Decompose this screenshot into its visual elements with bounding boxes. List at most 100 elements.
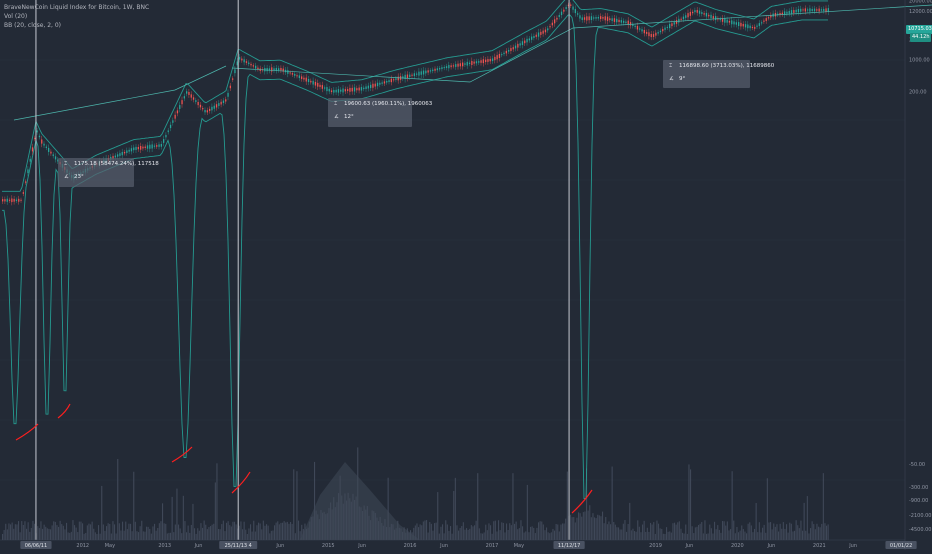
candle-body (379, 82, 381, 85)
volume-bar (642, 524, 644, 540)
candle-body (406, 74, 409, 79)
volume-bar (174, 524, 176, 540)
candle-body (462, 62, 464, 67)
candle-body (432, 69, 434, 72)
candle-body (742, 23, 744, 27)
candle-body (756, 25, 758, 27)
candle-body (190, 94, 192, 98)
volume-bar (93, 528, 95, 540)
legend-bollinger: BB (20, close, 2, 0) (4, 22, 61, 29)
volume-bar (78, 521, 80, 540)
candle-body (441, 67, 443, 70)
candle-body (367, 85, 369, 89)
volume-bar (595, 518, 597, 540)
volume-bar (166, 533, 168, 540)
candle-body (328, 88, 330, 92)
volume-bar (485, 524, 487, 540)
candle-body (29, 158, 31, 162)
candle-body (473, 61, 475, 64)
volume-bar (726, 521, 728, 540)
volume-bar (698, 525, 700, 540)
volume-bar (421, 525, 423, 540)
volume-bar (275, 522, 277, 540)
volume-bar (597, 514, 599, 540)
volume-bar (80, 521, 82, 540)
candle-body (701, 12, 703, 14)
range-icon: ⌶ (334, 101, 338, 107)
volume-bar (715, 529, 717, 540)
volume-bar (725, 525, 727, 540)
volume-bar (614, 524, 616, 540)
volume-bar (189, 532, 191, 540)
volume-bar (224, 531, 226, 540)
volume-bar (19, 532, 21, 540)
volume-bar (186, 532, 188, 540)
volume-bar (749, 522, 751, 540)
volume-bar (416, 523, 418, 540)
candle-body (15, 199, 18, 201)
candle-body (549, 26, 551, 28)
volume-bar (282, 522, 284, 540)
annotation-note[interactable]: ⌶ 1175.18 (58474.24%), 117518 ∡ 23° (58, 158, 159, 187)
volume-bar (531, 526, 533, 540)
volume-bar (790, 523, 792, 540)
candle-body (744, 24, 747, 28)
volume-bar (14, 524, 16, 540)
volume-bar (488, 523, 490, 540)
volume-bar (434, 523, 436, 540)
volume-bar (640, 532, 642, 540)
volume-bar (819, 527, 821, 540)
volume-bar (219, 529, 221, 540)
volume-bar (480, 533, 482, 540)
candle-body (248, 62, 250, 65)
volume-bar (272, 530, 274, 540)
candle-body (388, 80, 390, 82)
candle-body (337, 89, 340, 93)
volume-bar (227, 521, 229, 540)
volume-bar (648, 531, 650, 540)
volume-bar (653, 522, 655, 540)
volume-bar (821, 523, 823, 540)
volume-bar (459, 527, 461, 540)
volume-bar (61, 524, 63, 540)
candle-body (298, 75, 300, 79)
volume-bar (690, 469, 692, 540)
candle-body (761, 22, 763, 24)
candle-body (436, 68, 438, 71)
candle-body (54, 156, 57, 160)
candle-body (393, 79, 395, 81)
candle-body (813, 8, 816, 12)
candle-body (156, 145, 158, 147)
volume-axis-label: -4500.00 (909, 527, 931, 533)
candle-body (310, 80, 312, 83)
volume-bar (814, 529, 816, 540)
volume-bar (813, 524, 815, 540)
volume-bar (88, 523, 90, 540)
candle-body (459, 63, 461, 67)
volume-bar (208, 527, 210, 540)
candle-body (158, 144, 160, 147)
time-axis-label: 2012 (76, 543, 89, 549)
angle-icon: ∡ (334, 114, 339, 120)
time-axis-label: Jun (357, 543, 366, 549)
candle-body (731, 20, 733, 25)
candle-body (524, 40, 526, 44)
volume-bar (678, 521, 680, 540)
volume-bar (197, 528, 199, 540)
annotation-note[interactable]: ⌶ 116898.60 (3713.03%), 11689860 ∡ 9° (663, 60, 774, 88)
volume-bar (475, 520, 477, 540)
annotation-note[interactable]: ⌶ 19600.63 (1960.11%), 1960063 ∡ 12° (328, 98, 432, 127)
volume-bar (504, 532, 506, 540)
volume-bar (86, 525, 88, 540)
candle-body (682, 16, 685, 20)
volume-bar (816, 523, 818, 540)
volume-bar (510, 525, 512, 540)
candle-body (342, 88, 344, 93)
candle-body (685, 15, 687, 18)
legend-volume: Vol (20) (4, 13, 28, 20)
volume-bar (549, 533, 551, 540)
candle-body (114, 155, 116, 158)
volume-bar (771, 529, 773, 540)
candle-body (211, 106, 213, 111)
